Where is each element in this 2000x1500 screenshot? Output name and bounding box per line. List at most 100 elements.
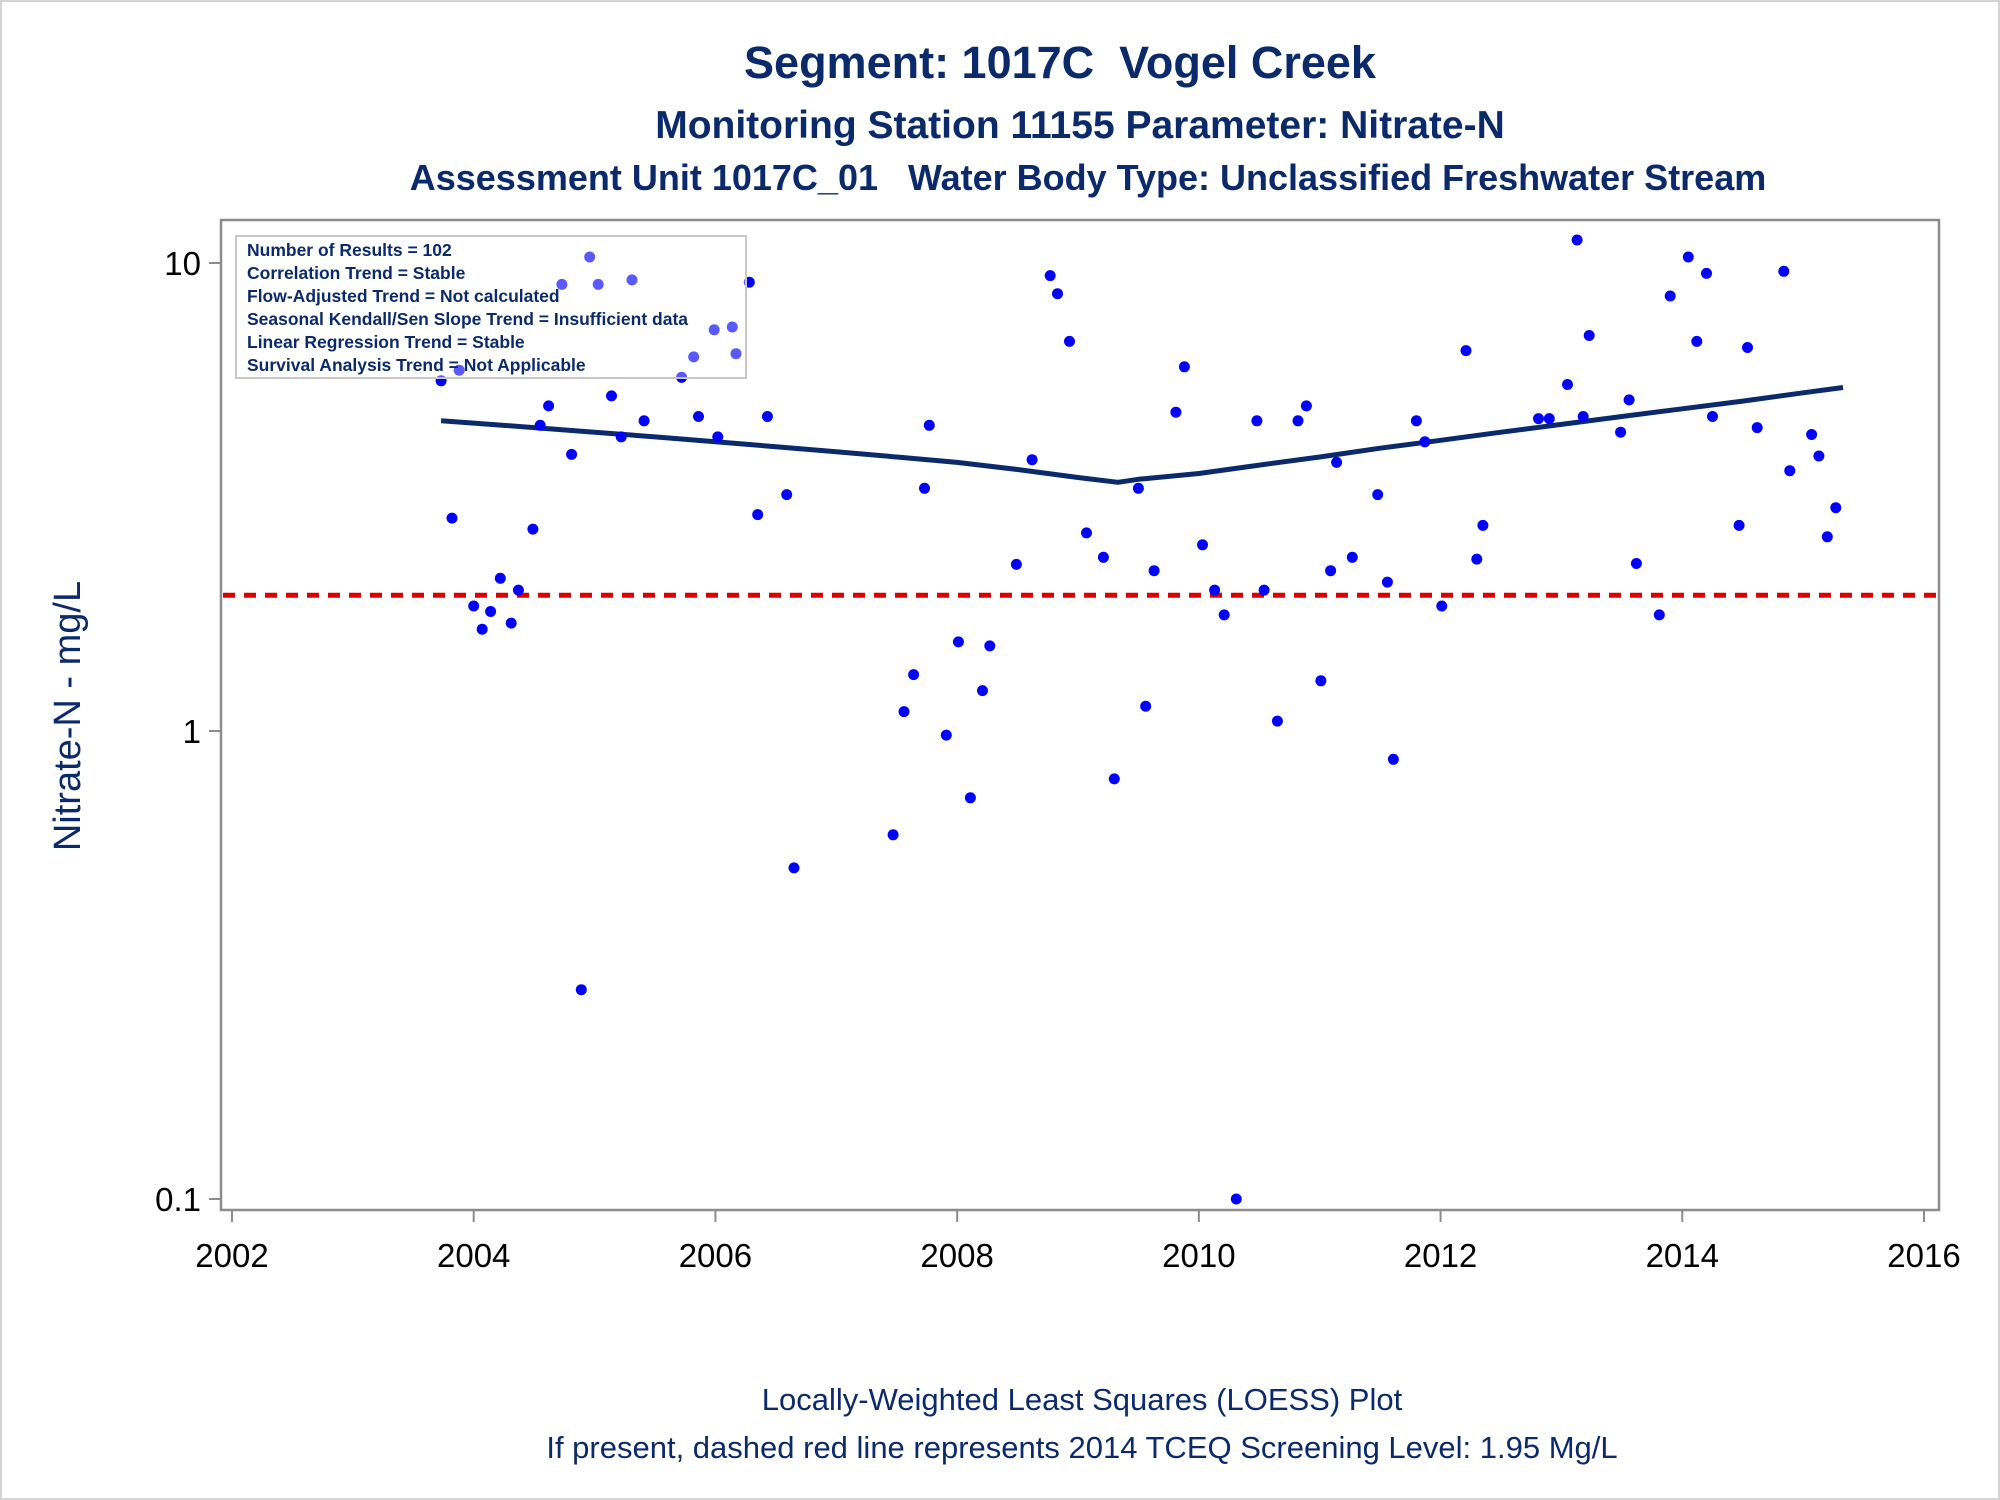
stats-line: Survival Analysis Trend = Not Applicable bbox=[247, 355, 586, 375]
y-axis-label: Nitrate-N - mg/L bbox=[47, 581, 89, 851]
data-point bbox=[730, 348, 742, 360]
data-point bbox=[1170, 406, 1182, 418]
x-tick-label-2016: 2016 bbox=[1887, 1237, 1960, 1274]
footnote-1: Locally-Weighted Least Squares (LOESS) P… bbox=[762, 1382, 1403, 1417]
data-point bbox=[1460, 345, 1472, 357]
data-point bbox=[1097, 551, 1109, 563]
data-point bbox=[761, 411, 773, 422]
x-tick-label-2004: 2004 bbox=[437, 1237, 510, 1274]
data-point bbox=[606, 390, 617, 402]
data-point bbox=[446, 512, 458, 524]
data-point bbox=[887, 829, 899, 841]
data-point bbox=[566, 448, 578, 460]
data-point bbox=[908, 669, 920, 681]
chart-subtitle2: Assessment Unit 1017C_01 Water Body Type… bbox=[410, 157, 1767, 198]
data-point bbox=[964, 792, 976, 804]
data-point bbox=[1533, 413, 1544, 425]
y-tick-label-10: 10 bbox=[164, 245, 201, 282]
data-point bbox=[485, 606, 497, 617]
plot-area: 2002 2004 2006 2008 2010 2012 2014 2016 0.1 1 10 Nu… bbox=[155, 218, 1961, 1274]
data-point bbox=[712, 431, 724, 443]
data-point bbox=[543, 400, 555, 412]
data-point bbox=[512, 584, 524, 596]
chart-title: Segment: 1017C Vogel Creek bbox=[744, 37, 1377, 88]
data-point bbox=[1623, 394, 1635, 406]
data-point bbox=[752, 509, 764, 521]
data-point bbox=[1630, 558, 1642, 569]
data-point bbox=[1315, 675, 1327, 687]
stats-line: Flow-Adjusted Trend = Not calculated bbox=[247, 286, 560, 306]
data-point bbox=[726, 321, 738, 333]
data-point bbox=[1664, 290, 1676, 302]
data-point bbox=[527, 523, 539, 535]
data-point bbox=[1331, 456, 1343, 468]
x-tick-label-2010: 2010 bbox=[1162, 1237, 1235, 1274]
data-point bbox=[476, 623, 488, 635]
data-point bbox=[1132, 482, 1144, 494]
data-point bbox=[1543, 413, 1555, 425]
x-tick-label-2006: 2006 bbox=[679, 1237, 752, 1274]
data-point bbox=[1577, 411, 1589, 422]
data-point bbox=[494, 572, 506, 584]
data-point bbox=[638, 415, 650, 427]
data-point bbox=[1707, 411, 1718, 422]
data-point bbox=[788, 862, 800, 874]
data-point bbox=[708, 324, 720, 336]
data-point bbox=[1821, 531, 1833, 543]
stats-line: Seasonal Kendall/Sen Slope Trend = Insuf… bbox=[247, 309, 688, 329]
data-point bbox=[1300, 400, 1312, 412]
data-point bbox=[556, 278, 568, 290]
data-point bbox=[1271, 715, 1283, 727]
data-point bbox=[1387, 753, 1399, 765]
data-point bbox=[468, 600, 480, 612]
data-point bbox=[1218, 609, 1230, 621]
data-point bbox=[534, 419, 546, 431]
data-point bbox=[1108, 773, 1120, 785]
data-point bbox=[1691, 335, 1703, 347]
data-point bbox=[1778, 265, 1790, 277]
x-tick-label-2002: 2002 bbox=[195, 1237, 268, 1274]
stats-line: Correlation Trend = Stable bbox=[247, 263, 466, 283]
data-point bbox=[1197, 539, 1208, 551]
data-point bbox=[1064, 335, 1075, 347]
data-point bbox=[693, 411, 704, 422]
footnote-2: If present, dashed red line represents 2… bbox=[546, 1430, 1617, 1465]
data-point bbox=[1292, 415, 1304, 427]
data-point bbox=[1806, 429, 1818, 440]
data-point bbox=[984, 640, 996, 652]
data-point bbox=[940, 729, 952, 741]
data-point bbox=[1784, 465, 1796, 477]
data-point bbox=[626, 274, 638, 286]
data-point bbox=[1477, 519, 1489, 531]
data-point bbox=[584, 251, 596, 263]
data-point bbox=[575, 984, 587, 996]
y-tick-label-1: 1 bbox=[183, 713, 201, 750]
data-point bbox=[1471, 553, 1483, 565]
data-point bbox=[1052, 288, 1063, 300]
stats-line: Linear Regression Trend = Stable bbox=[247, 332, 525, 352]
data-point bbox=[1751, 422, 1763, 434]
stats-box bbox=[235, 235, 747, 379]
data-point bbox=[1372, 489, 1384, 501]
data-point bbox=[688, 351, 700, 363]
data-point bbox=[781, 489, 793, 501]
data-point bbox=[1583, 330, 1595, 341]
x-tick-label-2014: 2014 bbox=[1646, 1237, 1719, 1274]
plot-border bbox=[219, 218, 1941, 1212]
data-point bbox=[1733, 519, 1745, 531]
data-point bbox=[1742, 342, 1753, 353]
data-point bbox=[1140, 700, 1152, 712]
data-point bbox=[1571, 234, 1583, 246]
data-point bbox=[615, 431, 627, 443]
data-point bbox=[1010, 558, 1022, 570]
x-tick-label-2008: 2008 bbox=[920, 1237, 993, 1274]
data-point bbox=[898, 706, 910, 718]
data-point bbox=[1178, 361, 1190, 373]
data-point bbox=[1419, 436, 1431, 448]
data-point bbox=[1044, 270, 1056, 282]
data-point bbox=[1701, 267, 1712, 279]
data-point bbox=[923, 419, 935, 431]
data-point bbox=[1251, 415, 1263, 427]
